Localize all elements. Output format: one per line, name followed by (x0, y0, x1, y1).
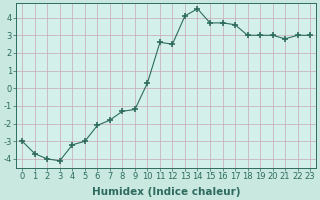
X-axis label: Humidex (Indice chaleur): Humidex (Indice chaleur) (92, 187, 240, 197)
